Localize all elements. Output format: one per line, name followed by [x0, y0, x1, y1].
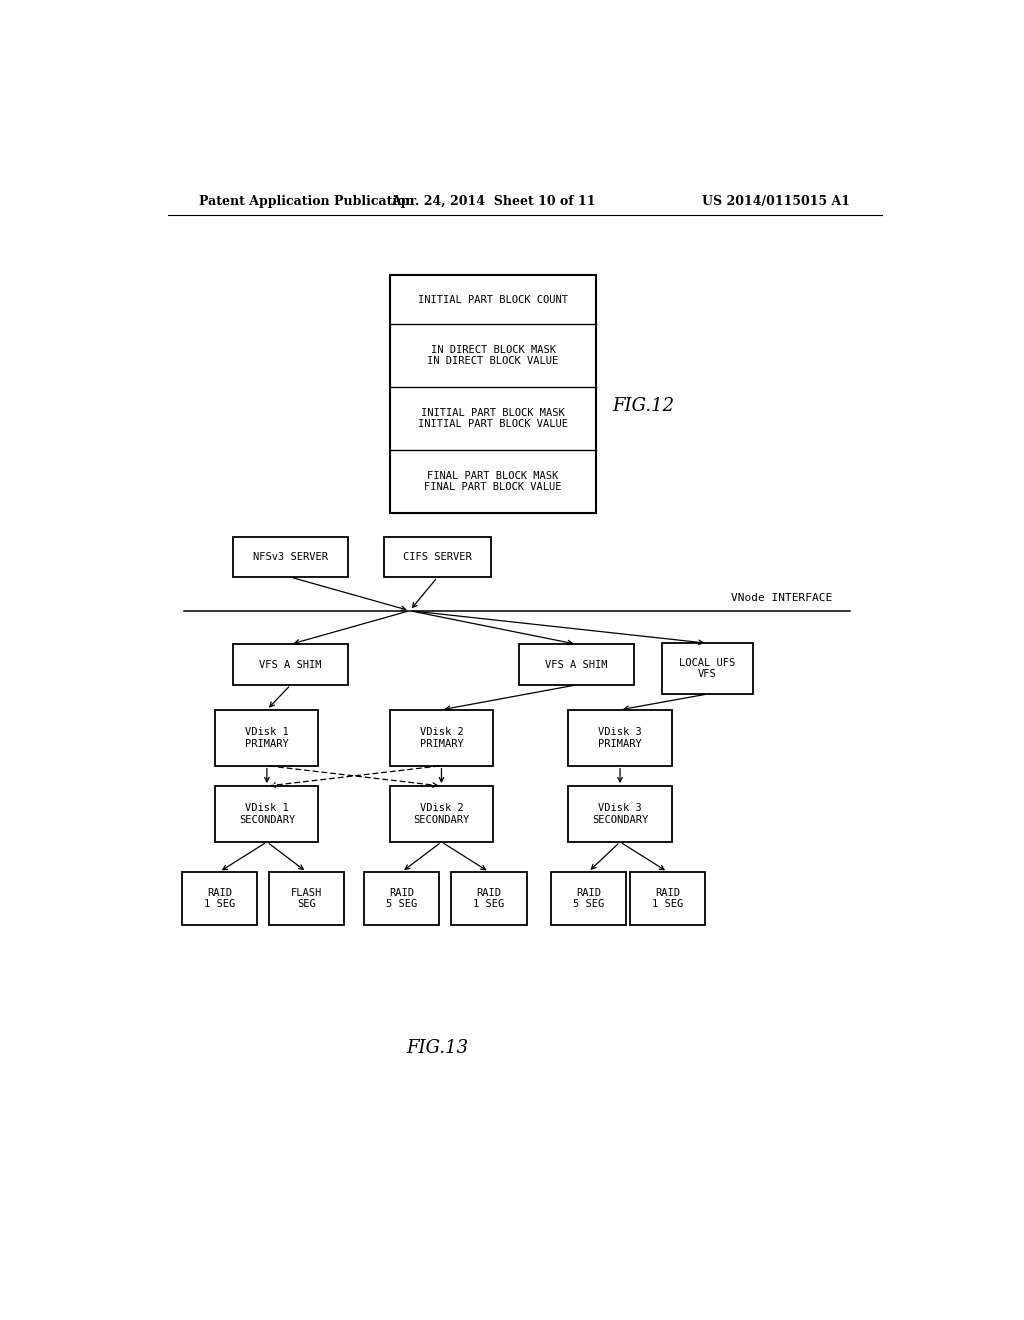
Bar: [452, 873, 526, 925]
Text: VDisk 1
PRIMARY: VDisk 1 PRIMARY: [245, 727, 289, 748]
Text: RAID
1 SEG: RAID 1 SEG: [652, 887, 683, 909]
Bar: [551, 873, 626, 925]
Bar: [233, 536, 348, 577]
Text: VDisk 1
SECONDARY: VDisk 1 SECONDARY: [239, 803, 295, 825]
Text: VDisk 3
PRIMARY: VDisk 3 PRIMARY: [598, 727, 642, 748]
Bar: [365, 873, 439, 925]
Text: FINAL PART BLOCK MASK
FINAL PART BLOCK VALUE: FINAL PART BLOCK MASK FINAL PART BLOCK V…: [424, 471, 562, 492]
Bar: [630, 873, 706, 925]
Text: NFSv3 SERVER: NFSv3 SERVER: [253, 552, 328, 562]
Text: CIFS SERVER: CIFS SERVER: [403, 552, 472, 562]
Bar: [568, 710, 672, 766]
Text: INITIAL PART BLOCK COUNT: INITIAL PART BLOCK COUNT: [418, 294, 568, 305]
Text: RAID
1 SEG: RAID 1 SEG: [204, 887, 234, 909]
Text: FIG.13: FIG.13: [407, 1039, 469, 1057]
Bar: [215, 710, 318, 766]
Bar: [390, 276, 596, 513]
Text: VFS A SHIM: VFS A SHIM: [259, 660, 322, 669]
Bar: [215, 785, 318, 842]
Text: IN DIRECT BLOCK MASK
IN DIRECT BLOCK VALUE: IN DIRECT BLOCK MASK IN DIRECT BLOCK VAL…: [427, 345, 559, 367]
Text: VDisk 3
SECONDARY: VDisk 3 SECONDARY: [592, 803, 648, 825]
Text: VDisk 2
SECONDARY: VDisk 2 SECONDARY: [414, 803, 470, 825]
Text: VDisk 2
PRIMARY: VDisk 2 PRIMARY: [420, 727, 463, 748]
Text: VNode INTERFACE: VNode INTERFACE: [731, 593, 833, 602]
Text: INITIAL PART BLOCK MASK
INITIAL PART BLOCK VALUE: INITIAL PART BLOCK MASK INITIAL PART BLO…: [418, 408, 568, 429]
Bar: [269, 873, 344, 925]
Bar: [390, 785, 494, 842]
Text: Patent Application Publication: Patent Application Publication: [200, 194, 415, 207]
Bar: [662, 643, 753, 694]
Text: RAID
1 SEG: RAID 1 SEG: [473, 887, 505, 909]
Text: US 2014/0115015 A1: US 2014/0115015 A1: [702, 194, 850, 207]
Bar: [568, 785, 672, 842]
Bar: [384, 536, 492, 577]
Text: FLASH
SEG: FLASH SEG: [291, 887, 323, 909]
Text: LOCAL UFS
VFS: LOCAL UFS VFS: [679, 657, 735, 680]
Text: RAID
5 SEG: RAID 5 SEG: [572, 887, 604, 909]
Text: VFS A SHIM: VFS A SHIM: [545, 660, 607, 669]
Bar: [390, 710, 494, 766]
Text: Apr. 24, 2014  Sheet 10 of 11: Apr. 24, 2014 Sheet 10 of 11: [391, 194, 595, 207]
Text: FIG.12: FIG.12: [612, 397, 674, 414]
Bar: [519, 644, 634, 685]
Text: RAID
5 SEG: RAID 5 SEG: [386, 887, 418, 909]
Bar: [181, 873, 257, 925]
Bar: [233, 644, 348, 685]
